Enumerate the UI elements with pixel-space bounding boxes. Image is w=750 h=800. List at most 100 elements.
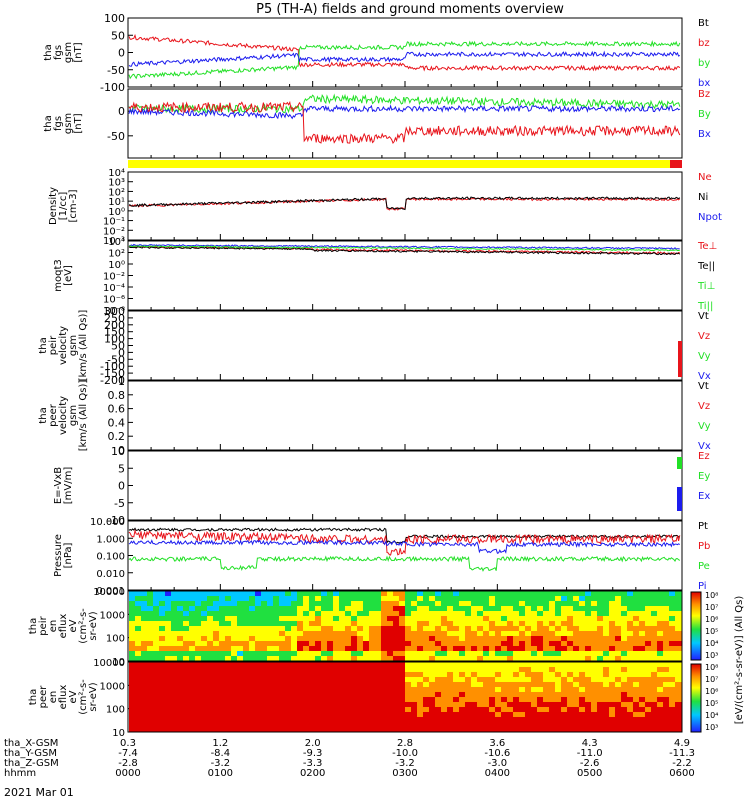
spectro-cell: [273, 641, 280, 647]
ylabel-line: gsm: [63, 113, 74, 134]
spectro-cell: [663, 656, 670, 662]
spectro-cell: [591, 727, 598, 733]
spectro-cell: [297, 707, 304, 713]
spectro-cell: [201, 651, 208, 657]
spectro-cell: [639, 692, 646, 698]
spectro-cell: [621, 616, 628, 622]
spectro-cell: [261, 687, 268, 693]
spectro-cell: [369, 722, 376, 728]
spectro-cell: [651, 626, 658, 632]
spectro-cell: [171, 641, 178, 647]
ylabel-line: [nT]: [73, 42, 84, 62]
spectro-cell: [627, 677, 634, 683]
spectro-cell: [171, 677, 178, 683]
spectro-cell: [651, 702, 658, 708]
spectro-cell: [261, 677, 268, 683]
spectro-cell: [615, 662, 622, 668]
spectro-cell: [501, 596, 508, 602]
spectro-cell: [513, 667, 520, 673]
spectro-cell: [525, 717, 532, 723]
spectro-cell: [177, 611, 184, 617]
spectro-cell: [447, 672, 454, 678]
spectro-cell: [531, 621, 538, 627]
spectro-cell: [297, 677, 304, 683]
spectro-cell: [651, 596, 658, 602]
spectro-cell: [147, 631, 154, 637]
spectro-cell: [369, 616, 376, 622]
spectro-cell: [243, 702, 250, 708]
spectro-cell: [411, 712, 418, 718]
spectro-cell: [585, 601, 592, 607]
spectro-cell: [609, 697, 616, 703]
spectro-cell: [531, 677, 538, 683]
spectro-cell: [237, 631, 244, 637]
spectro-cell: [639, 702, 646, 708]
xaxis-row-label: tha_X-GSM: [4, 738, 58, 749]
spectro-cell: [405, 692, 412, 698]
spectro-cell: [291, 626, 298, 632]
spectro-cell: [525, 636, 532, 642]
spectro-cell: [207, 682, 214, 688]
spectro-cell: [267, 626, 274, 632]
spectro-cell: [261, 626, 268, 632]
spectro-cell: [303, 682, 310, 688]
spectro-cell: [435, 601, 442, 607]
spectro-cell: [597, 626, 604, 632]
spectro-cell: [207, 667, 214, 673]
spectro-cell: [273, 616, 280, 622]
spectro-cell: [291, 662, 298, 668]
spectro-cell: [543, 646, 550, 652]
legend-ti⊥: Ti⊥: [697, 281, 715, 292]
spectro-cell: [471, 677, 478, 683]
spectro-cell: [633, 677, 640, 683]
spectro-cell: [201, 682, 208, 688]
spectro-cell: [471, 656, 478, 662]
spectro-cell: [609, 616, 616, 622]
spectro-cell: [273, 646, 280, 652]
ytick-label: 0.100: [96, 552, 125, 563]
spectro-cell: [663, 687, 670, 693]
spectro-cell: [459, 717, 466, 723]
spectro-cell: [525, 662, 532, 668]
spectro-cell: [201, 717, 208, 723]
spectro-cell: [633, 591, 640, 597]
spectro-cell: [507, 591, 514, 597]
spectro-cell: [369, 682, 376, 688]
spectro-cell: [399, 606, 406, 612]
spectro-cell: [165, 717, 172, 723]
spectro-cell: [465, 712, 472, 718]
spectro-cell: [483, 631, 490, 637]
spectro-cell: [237, 697, 244, 703]
spectro-cell: [189, 616, 196, 622]
spectro-cell: [507, 662, 514, 668]
spectro-cell: [345, 646, 352, 652]
spectro-cell: [663, 606, 670, 612]
spectro-cell: [309, 616, 316, 622]
spectro-cell: [441, 601, 448, 607]
spectro-cell: [417, 641, 424, 647]
spectro-cell: [591, 692, 598, 698]
spectro-cell: [435, 677, 442, 683]
spectro-cell: [669, 677, 676, 683]
spectro-cell: [465, 641, 472, 647]
spectro-cell: [357, 631, 364, 637]
spectro-cell: [513, 677, 520, 683]
spectro-cell: [633, 621, 640, 627]
spectro-cell: [165, 601, 172, 607]
spectro-cell: [615, 641, 622, 647]
spectro-cell: [573, 651, 580, 657]
spectro-cell: [231, 606, 238, 612]
spectro-cell: [219, 682, 226, 688]
spectro-cell: [525, 606, 532, 612]
spectro-cell: [543, 621, 550, 627]
spectro-cell: [603, 616, 610, 622]
spectro-cell: [135, 722, 142, 728]
spectro-cell: [639, 626, 646, 632]
spectro-cell: [309, 651, 316, 657]
spectro-cell: [411, 682, 418, 688]
spectro-cell: [627, 601, 634, 607]
spectro-cell: [429, 631, 436, 637]
legend-ex: Ex: [698, 491, 710, 502]
spectro-cell: [615, 626, 622, 632]
spectro-cell: [261, 636, 268, 642]
